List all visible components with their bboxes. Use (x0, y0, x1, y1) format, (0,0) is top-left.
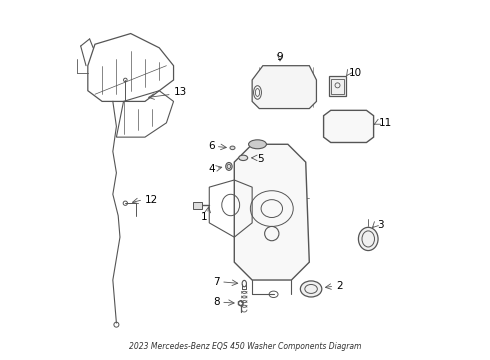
Text: 13: 13 (173, 87, 187, 98)
Text: 3: 3 (377, 220, 384, 230)
Ellipse shape (239, 155, 247, 161)
Text: 9: 9 (277, 52, 283, 62)
Bar (331, 78, 344, 94)
Text: 4: 4 (208, 164, 215, 174)
Text: 12: 12 (145, 195, 158, 204)
Ellipse shape (300, 281, 322, 297)
Bar (329, 76, 346, 96)
Text: 5: 5 (258, 154, 264, 163)
Text: 1: 1 (200, 212, 207, 222)
Ellipse shape (358, 227, 378, 251)
Polygon shape (323, 111, 373, 143)
Text: 11: 11 (379, 118, 392, 128)
Text: 2023 Mercedes-Benz EQS 450 Washer Components Diagram: 2023 Mercedes-Benz EQS 450 Washer Compon… (129, 342, 361, 351)
Text: 10: 10 (348, 68, 362, 78)
Polygon shape (234, 144, 309, 280)
Ellipse shape (226, 162, 232, 170)
Text: 7: 7 (213, 277, 220, 287)
Text: 8: 8 (213, 297, 220, 307)
Bar (193, 202, 202, 208)
Polygon shape (252, 66, 317, 109)
Text: 2: 2 (336, 281, 343, 291)
Ellipse shape (248, 140, 267, 149)
Ellipse shape (230, 146, 235, 150)
Text: 6: 6 (208, 141, 215, 152)
